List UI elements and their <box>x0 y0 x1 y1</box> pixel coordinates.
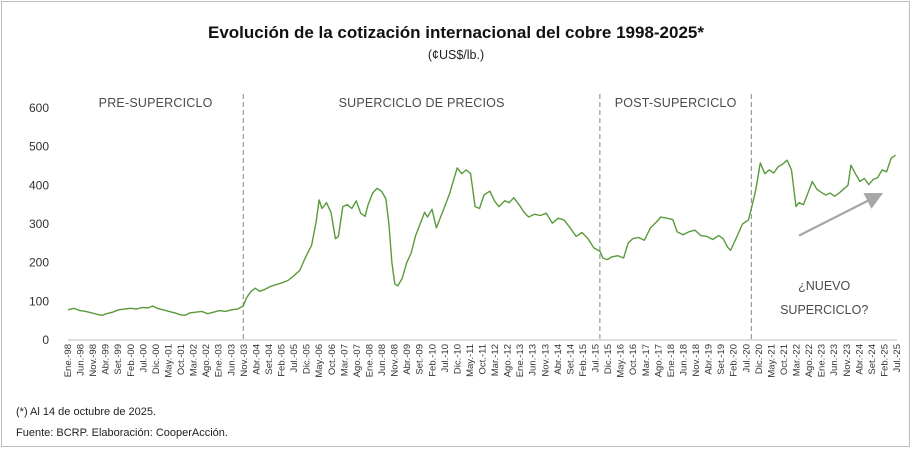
x-tick-label: Jun.-18 <box>678 344 689 376</box>
x-tick-label: Ene.-18 <box>666 344 677 377</box>
x-tick-label: Ago.-02 <box>201 344 212 377</box>
x-tick-label: Oct.-01 <box>176 344 187 375</box>
x-tick-label: Ago.-07 <box>352 344 363 377</box>
footnote: (*) Al 14 de octubre de 2025. <box>16 406 156 418</box>
x-tick-label: Ago.-17 <box>653 344 664 377</box>
x-tick-label: Dic.-15 <box>603 344 614 374</box>
x-tick-label: Nov.-03 <box>239 344 250 377</box>
x-tick-label: Ene.-03 <box>214 344 225 377</box>
x-tick-label: Set.-09 <box>415 344 426 375</box>
chart-subtitle: (¢US$/lb.) <box>428 48 484 62</box>
x-tick-label: Feb.-00 <box>126 344 137 377</box>
x-tick-label: Set.-14 <box>565 344 576 375</box>
x-axis: Ene.-98 Jun.-98 Nov.-98 Abr.-99 Set.-99 Feb.-… <box>63 339 903 378</box>
x-tick-label: Dic.-20 <box>754 344 765 374</box>
x-tick-label: Ago.-22 <box>804 344 815 377</box>
x-tick-label: Ago.-12 <box>503 344 514 377</box>
x-tick-label: Oct.-21 <box>779 344 790 375</box>
x-tick-label: Nov.-08 <box>390 344 401 377</box>
x-tick-label: Feb.-20 <box>729 344 740 377</box>
x-tick-label: Mar.-22 <box>792 344 803 376</box>
x-tick-label: Abr.-19 <box>704 344 715 375</box>
x-tick-label: Nov.-23 <box>842 344 853 377</box>
x-tick-label: Oct.-11 <box>478 344 489 374</box>
x-tick-label: Jun.-03 <box>226 344 237 376</box>
copper-price-line <box>67 154 896 316</box>
y-tick-label: 100 <box>29 294 49 308</box>
x-tick-label: Feb.-15 <box>578 344 589 377</box>
x-tick-label: Ene.-23 <box>817 344 828 377</box>
x-tick-label: Feb.-05 <box>277 344 288 377</box>
region-label: PRE-SUPERCICLO <box>99 96 213 110</box>
x-tick-label: Jul.-25 <box>892 344 903 373</box>
x-tick-label: Jul.-20 <box>741 344 752 373</box>
period-regions: PRE-SUPERCICLO SUPERCICLO DE PRECIOS POST-… <box>99 94 753 340</box>
y-tick-label: 0 <box>42 333 49 347</box>
x-tick-label: Mar.-02 <box>189 344 200 376</box>
x-tick-label: Jun.-98 <box>76 344 87 376</box>
x-tick-label: Nov.-13 <box>540 344 551 377</box>
x-tick-label: Oct.-06 <box>327 344 338 375</box>
y-tick-label: 600 <box>29 101 49 115</box>
x-tick-label: Oct.-16 <box>628 344 639 375</box>
x-tick-label: Nov.-18 <box>691 344 702 377</box>
x-tick-label: Abr.-99 <box>101 344 112 375</box>
y-tick-label: 300 <box>29 217 49 231</box>
x-tick-label: Abr.-09 <box>402 344 413 375</box>
x-tick-label: Abr.-24 <box>854 344 865 375</box>
y-tick-label: 200 <box>29 256 49 270</box>
y-tick-label: 400 <box>29 178 49 192</box>
y-tick-label: 500 <box>29 140 49 154</box>
region-label: POST-SUPERCICLO <box>615 96 737 110</box>
x-tick-label: Dic.-05 <box>302 344 313 374</box>
x-tick-label: Mar.-17 <box>641 344 652 376</box>
x-tick-label: Ene.-08 <box>364 344 375 377</box>
x-tick-label: Jun.-08 <box>377 344 388 376</box>
y-axis: 0 100 200 300 400 500 600 <box>29 101 49 347</box>
x-tick-label: Jul.-10 <box>440 344 451 373</box>
region-label: SUPERCICLO DE PRECIOS <box>339 96 505 110</box>
annotation-group: ¿NUEVO SUPERCICLO? <box>780 279 868 317</box>
x-tick-label: Set.-04 <box>264 344 275 375</box>
x-tick-label: Dic.-10 <box>452 344 463 374</box>
x-tick-label: May.-16 <box>616 344 627 378</box>
x-tick-label: Nov.-98 <box>88 344 99 377</box>
annotation-line: ¿NUEVO <box>798 279 850 293</box>
x-tick-label: Jul.-05 <box>289 344 300 373</box>
x-tick-label: Set.-19 <box>716 344 727 375</box>
x-tick-label: Feb.-25 <box>879 344 890 377</box>
series-layer <box>67 154 896 316</box>
annotation-line: SUPERCICLO? <box>780 303 868 317</box>
x-tick-label: Jun.-13 <box>528 344 539 376</box>
x-tick-label: Ene.-98 <box>63 344 74 377</box>
x-tick-label: May.-01 <box>163 344 174 378</box>
x-tick-label: Dic.-00 <box>151 344 162 374</box>
trend-arrow <box>798 193 884 237</box>
x-tick-label: May.-06 <box>314 344 325 378</box>
x-tick-label: May.-21 <box>766 344 777 378</box>
chart-title: Evolución de la cotización internacional… <box>208 23 704 42</box>
trend-arrow-group <box>798 193 884 237</box>
x-tick-label: Set.-99 <box>113 344 124 375</box>
x-tick-label: Jul.-00 <box>138 344 149 373</box>
x-tick-label: Feb.-10 <box>427 344 438 377</box>
x-tick-label: Abr.-14 <box>553 344 564 375</box>
x-tick-label: Jul.-15 <box>591 344 602 373</box>
x-tick-label: Mar.-07 <box>339 344 350 376</box>
source-note: Fuente: BCRP. Elaboración: CooperAcción. <box>16 427 228 439</box>
x-tick-label: May.-11 <box>465 344 476 377</box>
x-tick-label: Ene.-13 <box>515 344 526 377</box>
x-tick-label: Abr.-04 <box>251 344 262 375</box>
x-tick-label: Jun.-23 <box>829 344 840 376</box>
x-tick-label: Mar.-12 <box>490 344 501 376</box>
x-tick-label: Set.-24 <box>867 344 878 375</box>
